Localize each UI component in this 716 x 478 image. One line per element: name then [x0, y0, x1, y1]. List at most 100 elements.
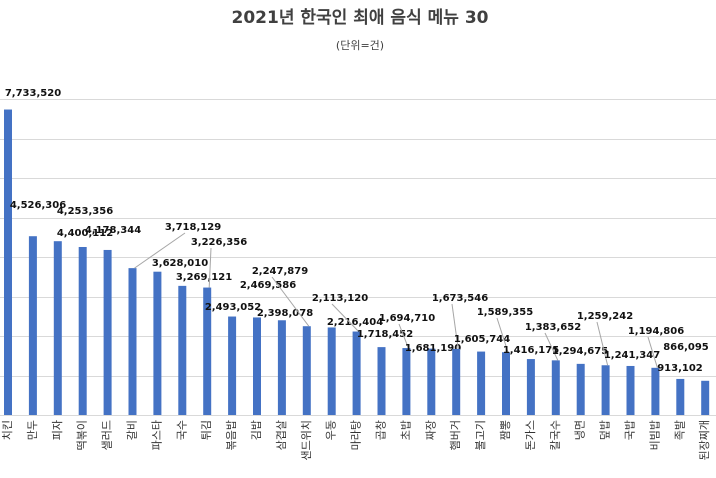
value-label: 1,294,675: [552, 346, 608, 357]
x-tick-label: 마라탕: [350, 420, 363, 450]
value-label: 2,113,120: [312, 293, 368, 304]
x-tick-label: 덮밥: [599, 420, 612, 440]
x-tick-label: 칼국수: [549, 420, 562, 450]
bar: [327, 327, 336, 415]
value-label: 1,605,744: [454, 334, 510, 345]
x-tick-label: 샐러드: [101, 420, 114, 450]
value-label: 4,178,344: [85, 225, 141, 236]
x-tick-label: 김밥: [250, 420, 263, 440]
bar: [352, 331, 361, 415]
leader-line: [271, 276, 310, 327]
bar: [228, 316, 237, 415]
x-tick-label: 돈가스: [524, 420, 537, 450]
x-tick-label: 튀김: [200, 420, 213, 440]
value-label: 2,493,052: [205, 302, 261, 313]
bar: [576, 363, 585, 415]
value-label: 1,589,355: [477, 307, 533, 318]
x-tick-label: 된장찌개: [698, 420, 711, 460]
bar: [153, 271, 162, 415]
bar: [651, 367, 660, 415]
bar: [302, 326, 311, 415]
value-label: 4,400,112: [57, 228, 113, 239]
x-tick-label: 피자: [51, 420, 64, 440]
bar: [103, 249, 112, 415]
x-tick-label: 국밥: [624, 420, 637, 440]
leader-line: [208, 247, 212, 288]
chart-subtitle: (단위=건): [336, 39, 384, 52]
value-label: 4,253,356: [57, 206, 113, 217]
value-label: 1,259,242: [577, 311, 633, 322]
leader-line: [451, 303, 459, 349]
x-tick-label: 만두: [26, 420, 39, 440]
value-label: 1,416,175: [503, 345, 559, 356]
leader-line: [496, 317, 509, 353]
x-tick-label: 치킨: [1, 420, 14, 440]
value-label: 3,718,129: [165, 222, 221, 233]
x-tick-label: 냉면: [574, 420, 587, 440]
value-label: 3,628,010: [152, 258, 208, 269]
bar: [626, 365, 635, 415]
x-tick-label: 샌드위치: [300, 420, 313, 460]
x-tick-label: 볶음밥: [225, 420, 238, 450]
bar: [402, 348, 411, 415]
value-label: 2,216,404: [327, 317, 383, 328]
bar: [601, 365, 610, 415]
value-label: 2,469,586: [240, 280, 296, 291]
value-label: 3,269,121: [176, 272, 232, 283]
x-tick-label: 초밥: [399, 420, 412, 440]
value-label: 1,194,806: [628, 326, 684, 337]
x-tick-label: 곱창: [375, 420, 388, 440]
bar: [277, 320, 286, 415]
x-tick-label: 갈비: [125, 420, 139, 440]
value-label: 3,226,356: [191, 237, 247, 248]
leader-line: [544, 332, 559, 361]
x-tick-label: 족발: [673, 420, 686, 440]
x-tick-label: 햄버거: [449, 420, 462, 450]
bar: [128, 268, 137, 415]
leader-line: [647, 336, 658, 368]
leader-line: [596, 321, 609, 366]
x-tick-label: 떡볶이: [76, 420, 89, 450]
bar: [178, 285, 187, 415]
value-label: 1,681,190: [405, 343, 461, 354]
x-tick-label: 짜장: [424, 420, 437, 440]
x-tick-label: 비빔밥: [648, 420, 661, 450]
bar: [78, 246, 87, 415]
bar: [551, 360, 560, 415]
x-tick-label: 불고기: [474, 420, 487, 450]
value-label: 1,383,652: [525, 322, 581, 333]
leader-line: [398, 323, 409, 349]
value-label: 913,102: [657, 363, 703, 374]
leader-line: [134, 232, 186, 269]
value-label: 4,526,306: [10, 200, 66, 211]
bar: [28, 236, 37, 415]
value-label: 1,718,452: [357, 329, 413, 340]
value-label: 866,095: [663, 342, 709, 353]
x-tick-label: 삼겹살: [275, 420, 288, 450]
bar: [427, 348, 436, 415]
bar: [701, 380, 710, 415]
bar: [526, 359, 535, 415]
value-label: 1,694,710: [379, 313, 435, 324]
value-label: 2,398,078: [257, 308, 313, 319]
value-label: 1,241,347: [604, 350, 660, 361]
bar: [452, 348, 461, 415]
bar: [676, 378, 685, 415]
bar: [253, 317, 261, 415]
chart-title: 2021년 한국인 최애 음식 메뉴 30: [232, 8, 489, 28]
bar: [377, 347, 386, 415]
x-tick-label: 파스타: [150, 420, 163, 450]
leader-line: [331, 303, 359, 332]
bar: [203, 287, 212, 415]
x-tick-label: 짬뽕: [499, 420, 512, 440]
value-label: 2,247,879: [252, 266, 308, 277]
value-label: 7,733,520: [5, 88, 61, 99]
bar: [502, 352, 510, 415]
bar: [53, 241, 62, 415]
x-tick-label: 국수: [175, 420, 188, 440]
bar: [477, 351, 486, 415]
value-label: 1,673,546: [432, 293, 488, 304]
x-tick-label: 우동: [325, 420, 338, 440]
